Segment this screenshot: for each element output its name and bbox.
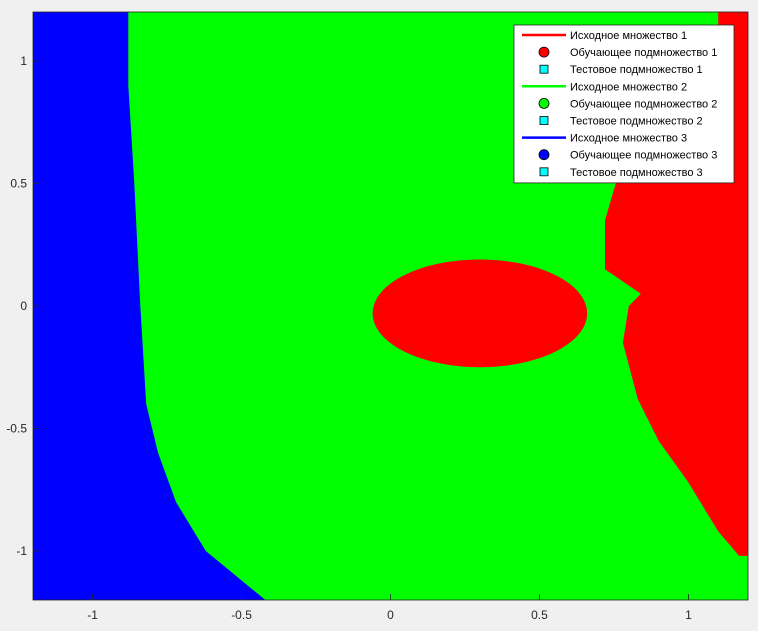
legend-entry-label: Обучающее подмножество 3	[570, 150, 717, 162]
y-axis: 1 0.5 0 -0.5 -1	[6, 54, 39, 558]
legend-box	[513, 24, 735, 184]
legend-circle-marker	[538, 149, 550, 161]
legend-entry-label: Тестовое подмножество 2	[570, 116, 703, 128]
x-tick-label: -1	[87, 608, 98, 622]
y-tick-label: 1	[20, 54, 27, 68]
legend-entry-label: Исходное множество 2	[570, 81, 687, 93]
y-tick-label: -1	[16, 544, 27, 558]
legend: Исходное множество 1 Обучающее подмножест…	[513, 24, 735, 184]
legend-circle-marker	[538, 98, 550, 109]
y-tick-label: 0.5	[10, 177, 27, 191]
legend-entry-label: Обучающее подмножество 2	[570, 98, 717, 110]
x-tick-label: 0	[387, 608, 394, 622]
y-tick-label: -0.5	[6, 422, 27, 436]
legend-entry-label: Тестовое подмножество 3	[570, 167, 703, 179]
x-axis: -1 -0.5 0 0.5 1	[87, 594, 692, 622]
legend-circle-marker	[538, 46, 550, 58]
legend-square-marker	[539, 64, 549, 74]
legend-entry-label: Исходное множество 3	[570, 133, 687, 145]
legend-square-marker	[539, 116, 549, 125]
y-tick-label: 0	[20, 299, 27, 313]
region-class-1-ellipse	[372, 259, 588, 368]
region-class-3-0	[33, 12, 266, 600]
x-tick-label: 0.5	[531, 608, 548, 622]
legend-entry-label: Тестовое подмножество 1	[570, 64, 703, 76]
x-tick-label: -0.5	[231, 608, 252, 622]
legend-square-marker	[539, 167, 549, 177]
x-tick-label: 1	[685, 608, 692, 622]
legend-entry-label: Обучающее подмножество 1	[570, 47, 717, 59]
legend-entry-label: Исходное множество 1	[570, 30, 687, 42]
